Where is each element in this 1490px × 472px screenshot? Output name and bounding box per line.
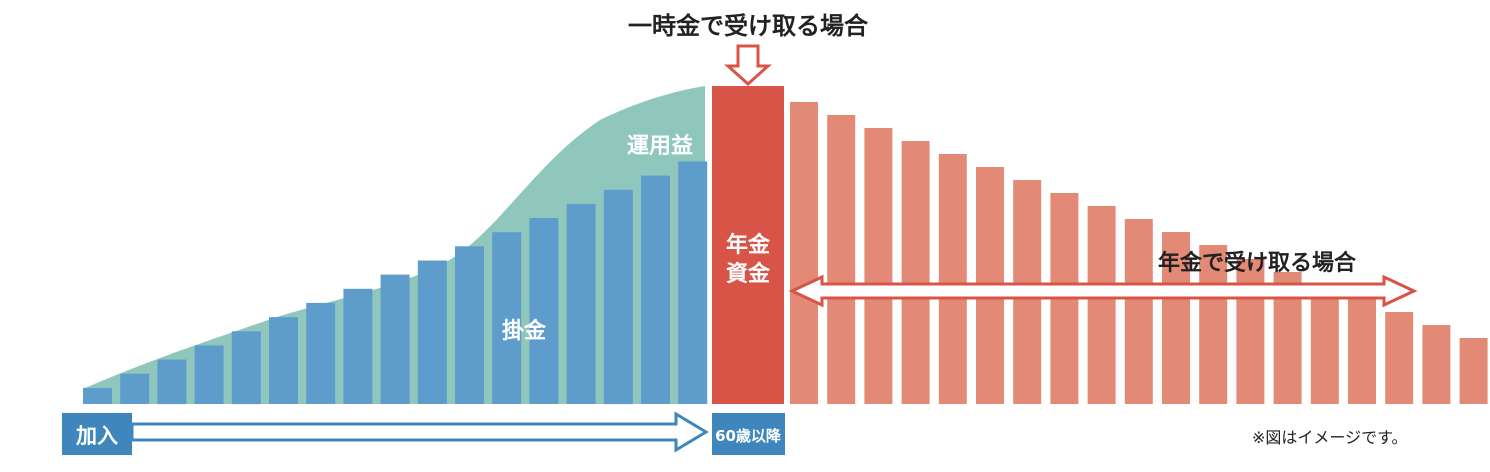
pension-receive-label: 年金で受け取る場合 — [1158, 250, 1357, 276]
contribution-bars — [83, 161, 708, 405]
contribution-bar — [194, 345, 224, 404]
pension-fund-label-line2: 資金 — [726, 261, 771, 287]
pension-payout-bar — [1162, 232, 1190, 404]
contribution-bar — [343, 288, 373, 404]
contribution-bar — [269, 317, 298, 404]
pension-period-arrow — [788, 274, 1418, 308]
pension-payout-bar — [1124, 219, 1153, 404]
contribution-bar — [157, 359, 187, 405]
pension-payout-bar — [901, 141, 930, 404]
pension-payout-bar — [1310, 285, 1339, 404]
image-note: ※図はイメージです。 — [1252, 428, 1408, 447]
age-label-box — [712, 413, 785, 455]
contribution-bar — [120, 373, 150, 404]
contribution-bar — [231, 331, 261, 405]
join-label-box — [62, 413, 132, 455]
pension-payout-bar — [1087, 206, 1116, 404]
contribution-bar — [529, 218, 559, 404]
pension-fund-block — [712, 86, 784, 404]
contribution-bar — [566, 203, 596, 404]
contribution-bar — [603, 189, 633, 405]
investment-gain-label: 運用益 — [627, 133, 693, 159]
join-label: 加入 — [75, 424, 118, 448]
contribution-bar — [83, 387, 112, 404]
contribution-bar — [455, 246, 484, 404]
pension-payout-bar — [864, 128, 893, 404]
age-60-label: 60歳以降 — [715, 427, 782, 445]
contribution-bar — [678, 161, 708, 404]
pension-payout-bar — [938, 154, 967, 404]
join-period-arrow — [130, 411, 709, 453]
pension-payout-bar — [1199, 245, 1228, 404]
pension-payout-bars — [790, 102, 1488, 404]
pension-payout-bar — [790, 102, 818, 404]
lump-sum-down-arrow — [724, 44, 772, 87]
pension-payout-bar — [1348, 299, 1376, 404]
contribution-bar — [492, 232, 522, 404]
contribution-bar — [641, 175, 670, 404]
pension-payout-bar — [1236, 259, 1265, 404]
lump-sum-label: 一時金で受け取る場合 — [628, 12, 869, 40]
contribution-bar — [306, 302, 336, 404]
contribution-bar — [417, 260, 447, 404]
contribution-bar — [380, 274, 410, 404]
pension-payout-bar — [1459, 338, 1488, 404]
pension-payout-bar — [1422, 325, 1451, 404]
contributions-label: 掛金 — [502, 318, 547, 344]
pension-payout-bar — [1385, 312, 1414, 404]
pension-payout-bar — [827, 115, 856, 404]
pension-fund-label-line1: 年金 — [726, 232, 771, 258]
